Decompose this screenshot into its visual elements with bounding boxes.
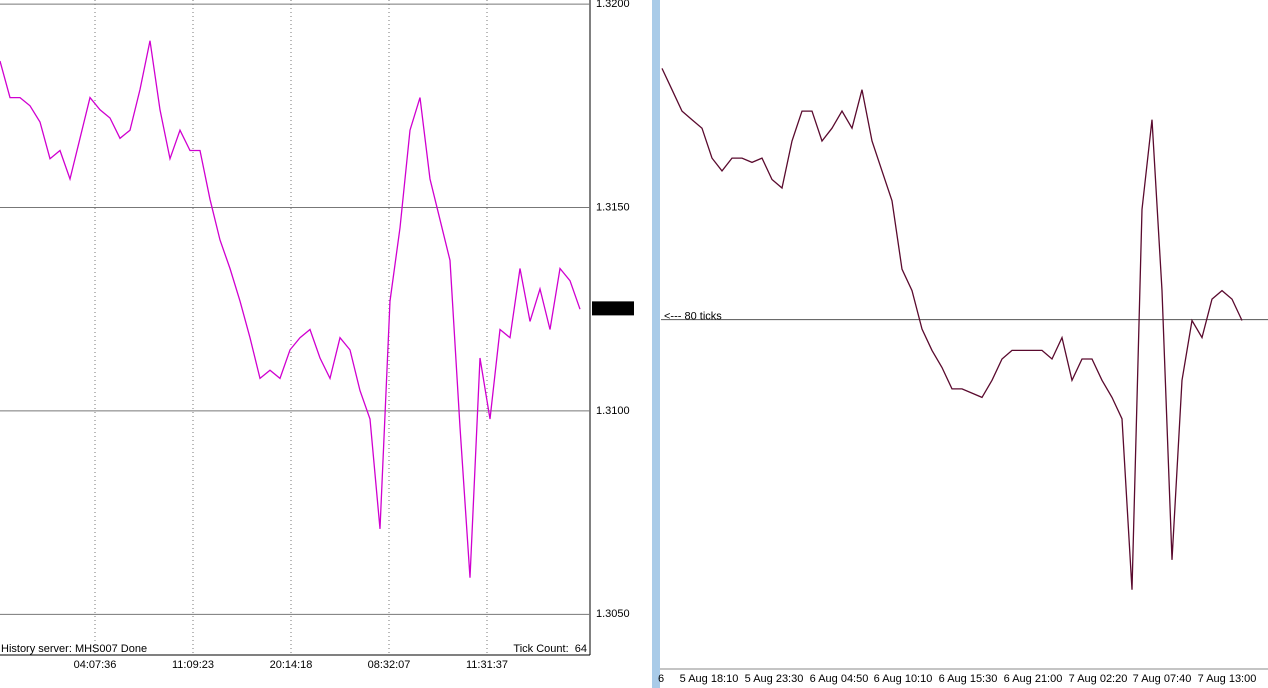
y-tick-label: 1.3100: [596, 405, 630, 417]
last-price-box: [592, 301, 634, 316]
status-text: History server: MHS007 Done: [1, 643, 147, 655]
x-tick-label: 6: [658, 673, 664, 685]
x-tick-label: 04:07:36: [74, 659, 117, 671]
x-tick-label: 11:31:37: [466, 659, 508, 671]
x-tick-label: 7 Aug 02:20: [1069, 673, 1128, 685]
x-tick-label: 5 Aug 18:10: [680, 673, 739, 685]
x-tick-label: 6 Aug 15:30: [939, 673, 998, 685]
y-tick-label: 1.3050: [596, 608, 630, 620]
annotation: <--- 80 ticks: [664, 311, 722, 323]
splitter[interactable]: [652, 0, 660, 688]
x-tick-label: 6 Aug 04:50: [810, 673, 869, 685]
y-tick-label: 1.3200: [596, 0, 630, 10]
x-tick-label: 7 Aug 13:00: [1198, 673, 1257, 685]
price-line-series: [661, 68, 1243, 590]
x-tick-label: 6 Aug 10:10: [874, 673, 933, 685]
x-tick-label: 11:09:23: [172, 659, 214, 671]
x-tick-label: 08:32:07: [368, 659, 411, 671]
x-tick-label: 6 Aug 21:00: [1004, 673, 1063, 685]
x-tick-label: 5 Aug 23:30: [745, 673, 804, 685]
last-price-label: 1.31252: [594, 302, 634, 314]
price-line-series: [0, 40, 581, 578]
x-tick-label: 20:14:18: [270, 659, 313, 671]
y-tick-label: 1.3150: [596, 201, 630, 213]
x-tick-label: 7 Aug 07:40: [1133, 673, 1192, 685]
tick-count: Tick Count: 64: [513, 643, 587, 655]
